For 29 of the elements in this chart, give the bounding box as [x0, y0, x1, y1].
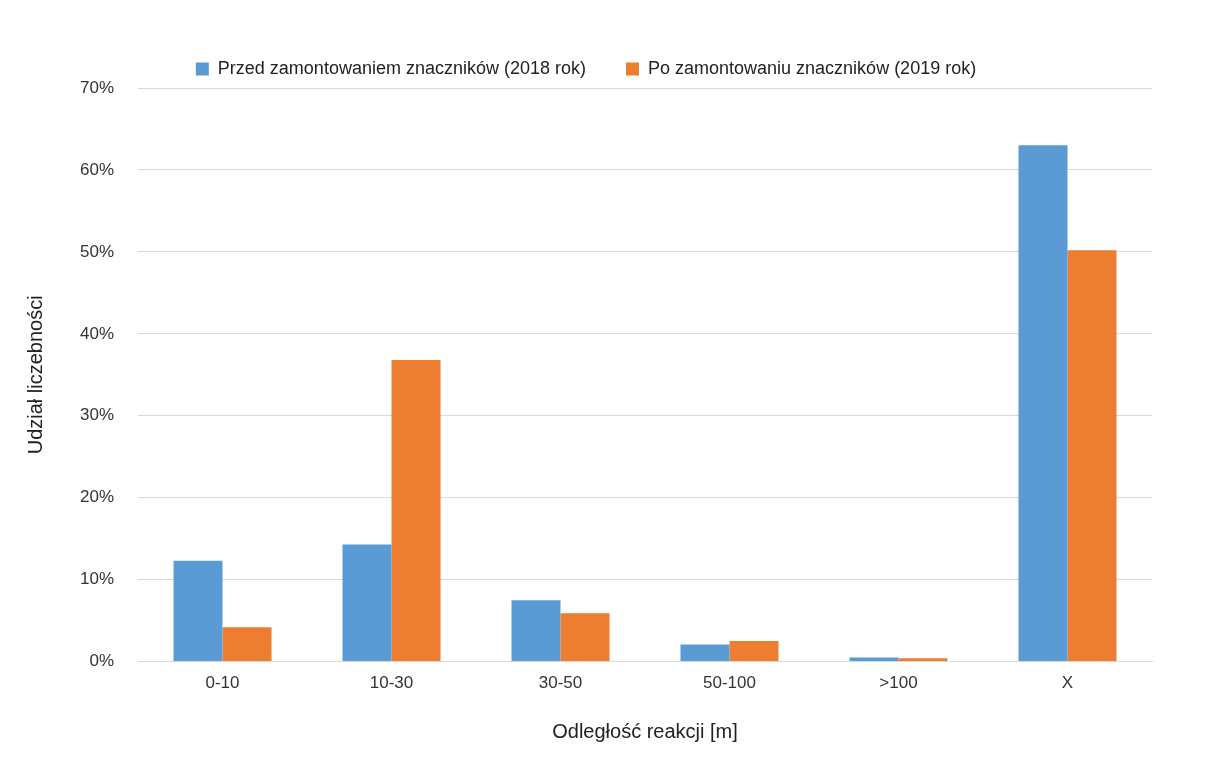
x-tick-label: >100	[879, 673, 918, 693]
y-tick-label: 0%	[89, 651, 115, 671]
legend-label: Przed zamontowaniem znaczników (2018 rok)	[217, 57, 587, 78]
bar	[1067, 250, 1117, 662]
bar	[729, 641, 779, 662]
bar	[511, 600, 561, 662]
y-tick-label: 40%	[79, 323, 115, 343]
y-tick-label: 10%	[79, 569, 115, 589]
y-tick-label: 50%	[79, 241, 115, 261]
y-tick-label: 20%	[79, 487, 115, 507]
x-tick-label: 50-100	[703, 673, 756, 693]
bar	[222, 627, 272, 662]
legend-label: Po zamontowaniu znaczników (2019 rok)	[648, 57, 977, 78]
x-tick-label: X	[1061, 673, 1074, 693]
bar	[1018, 145, 1068, 662]
bar	[391, 360, 441, 662]
x-tick-label: 10-30	[369, 673, 414, 693]
bar	[173, 560, 223, 662]
bar	[342, 544, 392, 662]
y-tick-label: 30%	[79, 405, 115, 425]
bar	[680, 644, 730, 662]
y-tick-label: 70%	[79, 77, 115, 97]
x-axis-title: Odległość reakcji [m]	[552, 719, 738, 742]
bar	[560, 613, 610, 662]
y-tick-label: 60%	[79, 159, 115, 179]
y-axis-title: Udział liczebności	[23, 295, 46, 455]
x-tick-label: 0-10	[205, 673, 240, 693]
bar	[898, 658, 948, 662]
x-tick-label: 30-50	[538, 673, 583, 693]
